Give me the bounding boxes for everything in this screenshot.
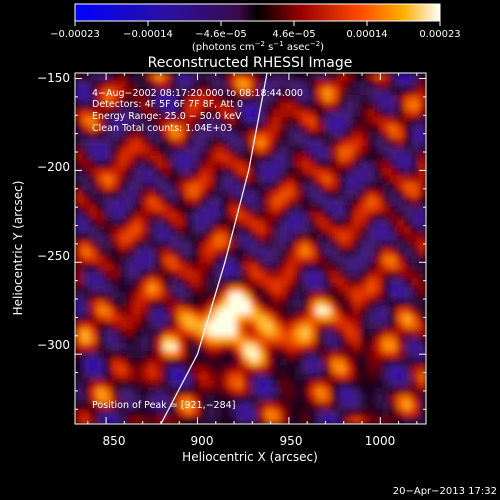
colorbar-tick-label: 4.6e−05 (272, 29, 315, 40)
colorbar-tick-label: 0.00023 (419, 29, 460, 40)
x-tick-label: 850 (103, 434, 126, 448)
peak-position-label: Position of Peak = [921,−284] (92, 400, 235, 411)
colorbar (74, 3, 441, 22)
y-tick-label: −150 (37, 71, 70, 85)
x-tick-label: 1000 (365, 434, 396, 448)
y-tick-label: −300 (37, 338, 70, 352)
annotation-counts: Clean Total counts: 1.04E+03 (92, 123, 232, 134)
x-axis-label: Heliocentric X (arcsec) (182, 450, 318, 464)
y-tick-label: −200 (37, 160, 70, 174)
x-tick-label: 900 (191, 434, 214, 448)
colorbar-tick-label: 0.00014 (346, 29, 387, 40)
axis-ticks (75, 73, 426, 424)
x-tick-label: 950 (280, 434, 303, 448)
svg-text:0.00014: 0.00014 (346, 29, 387, 40)
heatmap-image (75, 73, 426, 424)
annotation-detectors: Detectors: 4F 5F 6F 7F 8F, Att 0 (92, 99, 243, 110)
y-axis-label: Heliocentric Y (arcsec) (11, 181, 25, 316)
colorbar-units: (photons cm−2 s−1 asec−2) (192, 40, 324, 53)
svg-text:−4.6e−05: −4.6e−05 (195, 29, 247, 40)
svg-text:−0.00014: −0.00014 (123, 29, 173, 40)
colorbar-ticks (74, 21, 441, 26)
timestamp: 20−Apr−2013 17:32 (393, 486, 497, 497)
plot-frame (74, 72, 427, 425)
y-tick-label: −250 (37, 249, 70, 263)
annotation-energy: Energy Range: 25.0 − 50.0 keV (92, 111, 242, 122)
solar-limb-curve (160, 73, 268, 424)
chart-title: Reconstructed RHESSI Image (148, 55, 353, 71)
svg-text:4.6e−05: 4.6e−05 (272, 29, 315, 40)
svg-text:0.00023: 0.00023 (419, 29, 460, 40)
colorbar-tick-label: −0.00014 (123, 29, 173, 40)
colorbar-tick-label: −0.00023 (50, 29, 100, 40)
annotation-time: 4−Aug−2002 08:17:20.000 to 08:18:44.000 (92, 88, 303, 99)
colorbar-tick-label: −4.6e−05 (195, 29, 247, 40)
svg-text:−0.00023: −0.00023 (50, 29, 100, 40)
